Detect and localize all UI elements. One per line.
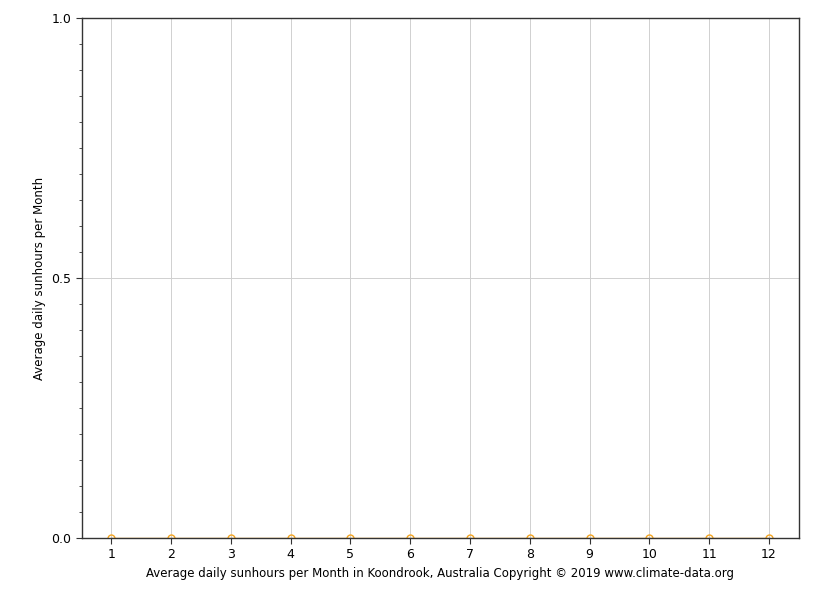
Y-axis label: Average daily sunhours per Month: Average daily sunhours per Month [33,177,46,379]
X-axis label: Average daily sunhours per Month in Koondrook, Australia Copyright © 2019 www.cl: Average daily sunhours per Month in Koon… [146,566,734,580]
